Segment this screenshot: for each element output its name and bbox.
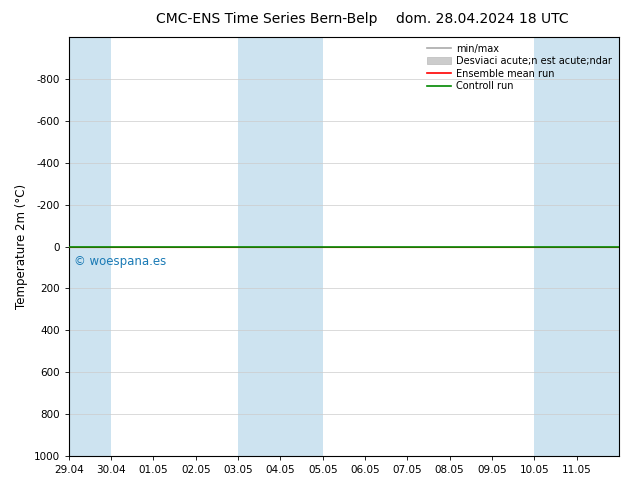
Text: © woespana.es: © woespana.es: [74, 255, 167, 268]
Bar: [534, 37, 577, 456]
Bar: [280, 37, 323, 456]
Text: dom. 28.04.2024 18 UTC: dom. 28.04.2024 18 UTC: [396, 12, 568, 26]
Text: CMC-ENS Time Series Bern-Belp: CMC-ENS Time Series Bern-Belp: [155, 12, 377, 26]
Legend: min/max, Desviaci acute;n est acute;ndar, Ensemble mean run, Controll run: min/max, Desviaci acute;n est acute;ndar…: [424, 40, 616, 95]
Y-axis label: Temperature 2m (°C): Temperature 2m (°C): [15, 184, 28, 309]
Bar: [577, 37, 619, 456]
Bar: [68, 37, 111, 456]
Bar: [238, 37, 280, 456]
